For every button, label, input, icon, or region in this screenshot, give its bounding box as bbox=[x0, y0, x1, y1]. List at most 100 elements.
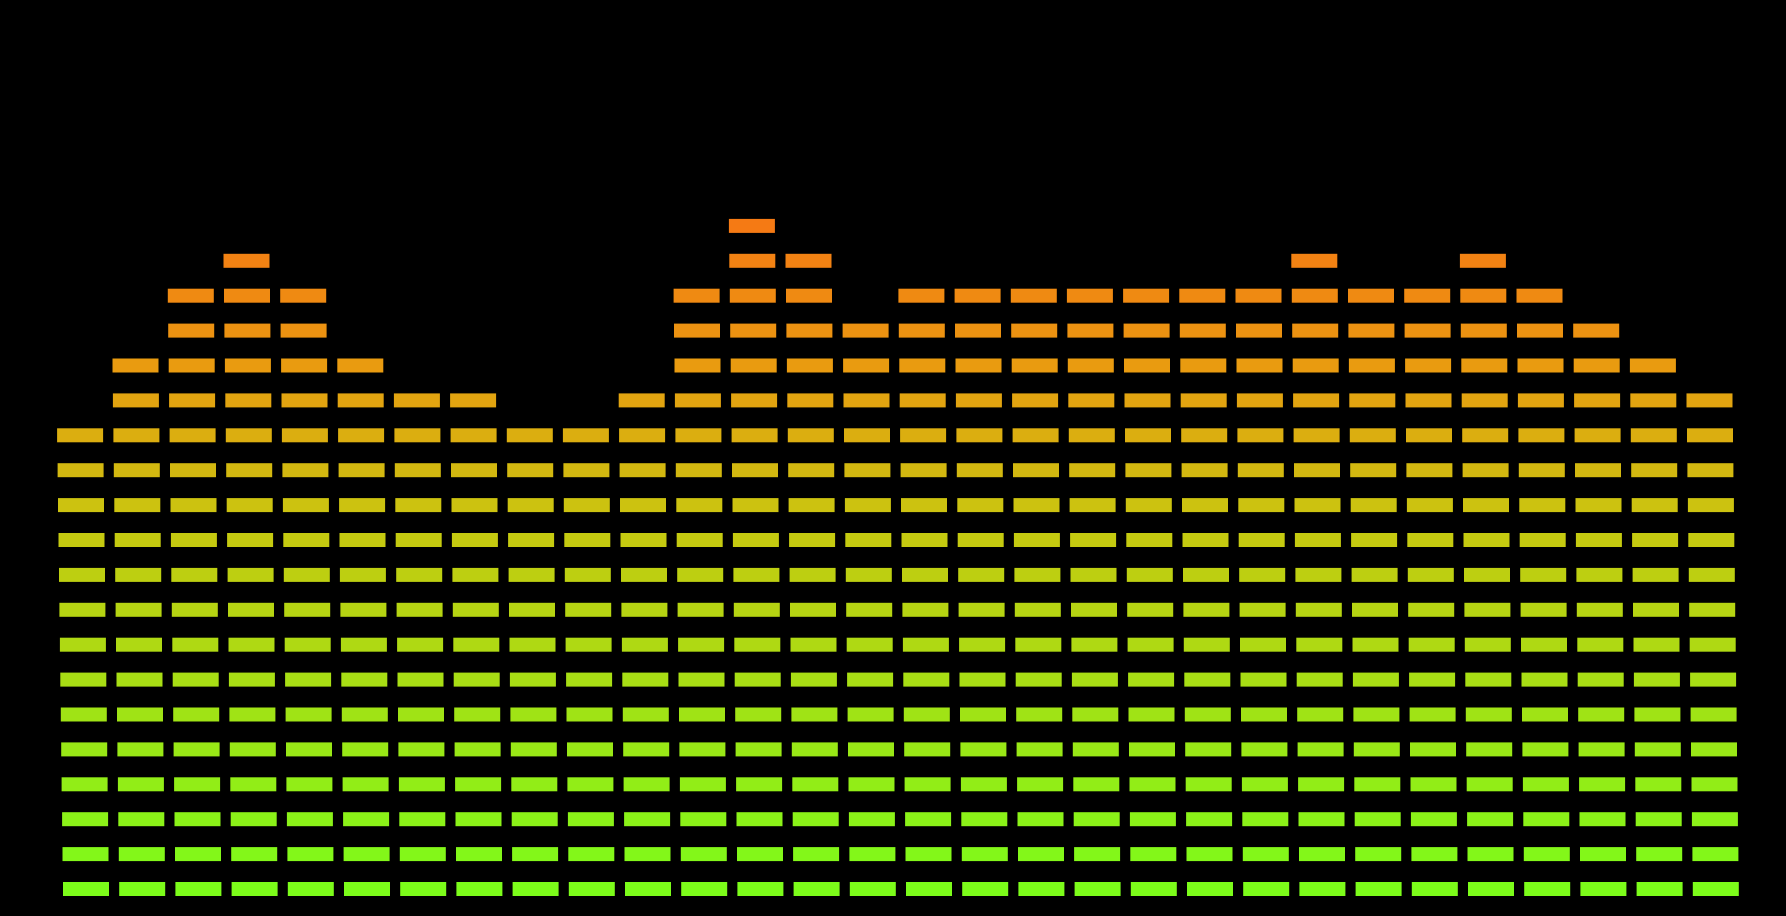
spectrum-segment bbox=[226, 463, 273, 478]
spectrum-segment bbox=[1183, 567, 1229, 582]
spectrum-segment bbox=[400, 882, 447, 896]
spectrum-segment bbox=[454, 707, 501, 722]
spectrum-segment bbox=[227, 533, 274, 547]
spectrum-segment bbox=[903, 672, 950, 687]
spectrum-segment bbox=[1351, 533, 1398, 547]
spectrum-segment bbox=[1011, 358, 1058, 373]
spectrum-segment bbox=[1295, 602, 1342, 617]
spectrum-segment bbox=[224, 323, 271, 338]
spectrum-segment bbox=[512, 847, 559, 862]
spectrum-segment bbox=[1465, 707, 1512, 722]
spectrum-segment bbox=[903, 707, 950, 722]
spectrum-segment bbox=[1011, 323, 1058, 338]
spectrum-segment bbox=[1406, 428, 1452, 443]
spectrum-segment bbox=[680, 812, 727, 827]
spectrum-segment bbox=[286, 812, 333, 827]
spectrum-segment bbox=[230, 812, 277, 827]
spectrum-segment bbox=[622, 707, 669, 722]
spectrum-segment bbox=[393, 393, 440, 408]
spectrum-segment bbox=[1464, 567, 1510, 582]
spectrum-segment bbox=[904, 742, 951, 757]
spectrum-band bbox=[1291, 253, 1346, 896]
spectrum-segment bbox=[395, 498, 442, 513]
spectrum-segment bbox=[229, 742, 276, 757]
spectrum-segment bbox=[1297, 742, 1344, 757]
spectrum-segment bbox=[564, 567, 611, 582]
spectrum-segment bbox=[230, 777, 277, 792]
spectrum-segment bbox=[339, 567, 386, 582]
spectrum-segment bbox=[512, 882, 559, 896]
spectrum-segment bbox=[113, 428, 160, 443]
spectrum-band bbox=[1179, 288, 1233, 896]
spectrum-segment bbox=[117, 742, 164, 757]
spectrum-segment bbox=[961, 847, 1008, 862]
spectrum-segment bbox=[1692, 847, 1739, 862]
spectrum-segment bbox=[1018, 847, 1064, 862]
spectrum-segment bbox=[169, 428, 216, 443]
spectrum-segment bbox=[451, 533, 498, 547]
spectrum-segment bbox=[1689, 637, 1736, 652]
spectrum-segment bbox=[1352, 672, 1399, 687]
spectrum-segment bbox=[112, 393, 159, 408]
spectrum-band bbox=[1404, 288, 1458, 896]
spectrum-segment bbox=[226, 498, 273, 513]
spectrum-segment bbox=[1349, 393, 1396, 408]
spectrum-segment bbox=[1014, 602, 1061, 617]
spectrum-segment bbox=[1408, 637, 1455, 652]
spectrum-segment bbox=[175, 847, 221, 862]
spectrum-segment bbox=[112, 358, 159, 373]
spectrum-segment bbox=[1180, 393, 1227, 408]
spectrum-segment bbox=[510, 742, 557, 757]
spectrum-segment bbox=[452, 567, 499, 582]
spectrum-segment bbox=[1574, 393, 1621, 408]
spectrum-segment bbox=[1688, 533, 1735, 547]
spectrum-segment bbox=[113, 463, 160, 478]
spectrum-segment bbox=[1575, 463, 1621, 478]
spectrum-segment bbox=[1635, 812, 1682, 827]
spectrum-segment bbox=[791, 742, 838, 757]
spectrum-segment bbox=[792, 812, 839, 827]
spectrum-segment bbox=[961, 812, 1008, 827]
spectrum-segment bbox=[847, 672, 894, 687]
spectrum-segment bbox=[902, 567, 948, 582]
spectrum-segment bbox=[676, 533, 723, 547]
spectrum-segment bbox=[848, 742, 894, 757]
spectrum-segment bbox=[281, 393, 328, 408]
spectrum-segment bbox=[787, 428, 834, 443]
spectrum-segment bbox=[1630, 428, 1677, 443]
spectrum-segment bbox=[1522, 707, 1568, 722]
spectrum-segment bbox=[898, 288, 945, 303]
spectrum-segment bbox=[281, 358, 328, 373]
spectrum-segment bbox=[62, 812, 109, 827]
spectrum-segment bbox=[786, 288, 832, 303]
spectrum-segment bbox=[625, 882, 671, 896]
spectrum-segment bbox=[340, 602, 387, 617]
spectrum-segment bbox=[1235, 288, 1282, 303]
spectrum-segment bbox=[508, 567, 555, 582]
spectrum-segment bbox=[1297, 707, 1344, 722]
spectrum-segment bbox=[674, 393, 721, 408]
spectrum-segment bbox=[786, 358, 833, 373]
spectrum-segment bbox=[1461, 358, 1508, 373]
spectrum-segment bbox=[1125, 428, 1171, 443]
spectrum-segment bbox=[1016, 707, 1063, 722]
spectrum-segment bbox=[455, 812, 502, 827]
spectrum-segment bbox=[1406, 498, 1453, 513]
spectrum-segment bbox=[57, 428, 104, 443]
spectrum-segment bbox=[568, 882, 615, 896]
spectrum-segment bbox=[60, 707, 107, 722]
spectrum-segment bbox=[1520, 567, 1567, 582]
spectrum-segment bbox=[1013, 498, 1060, 513]
spectrum-segment bbox=[60, 672, 107, 687]
spectrum-segment bbox=[1408, 602, 1455, 617]
spectrum-segment bbox=[116, 637, 162, 652]
spectrum-segment bbox=[1239, 602, 1286, 617]
spectrum-segment bbox=[170, 463, 216, 478]
spectrum-segment bbox=[1354, 777, 1401, 792]
spectrum-segment bbox=[398, 707, 444, 722]
spectrum-segment bbox=[956, 463, 1003, 478]
spectrum-segment bbox=[1298, 812, 1345, 827]
spectrum-segment bbox=[118, 847, 165, 862]
spectrum-segment bbox=[1013, 463, 1059, 478]
spectrum-segment bbox=[1293, 428, 1340, 443]
